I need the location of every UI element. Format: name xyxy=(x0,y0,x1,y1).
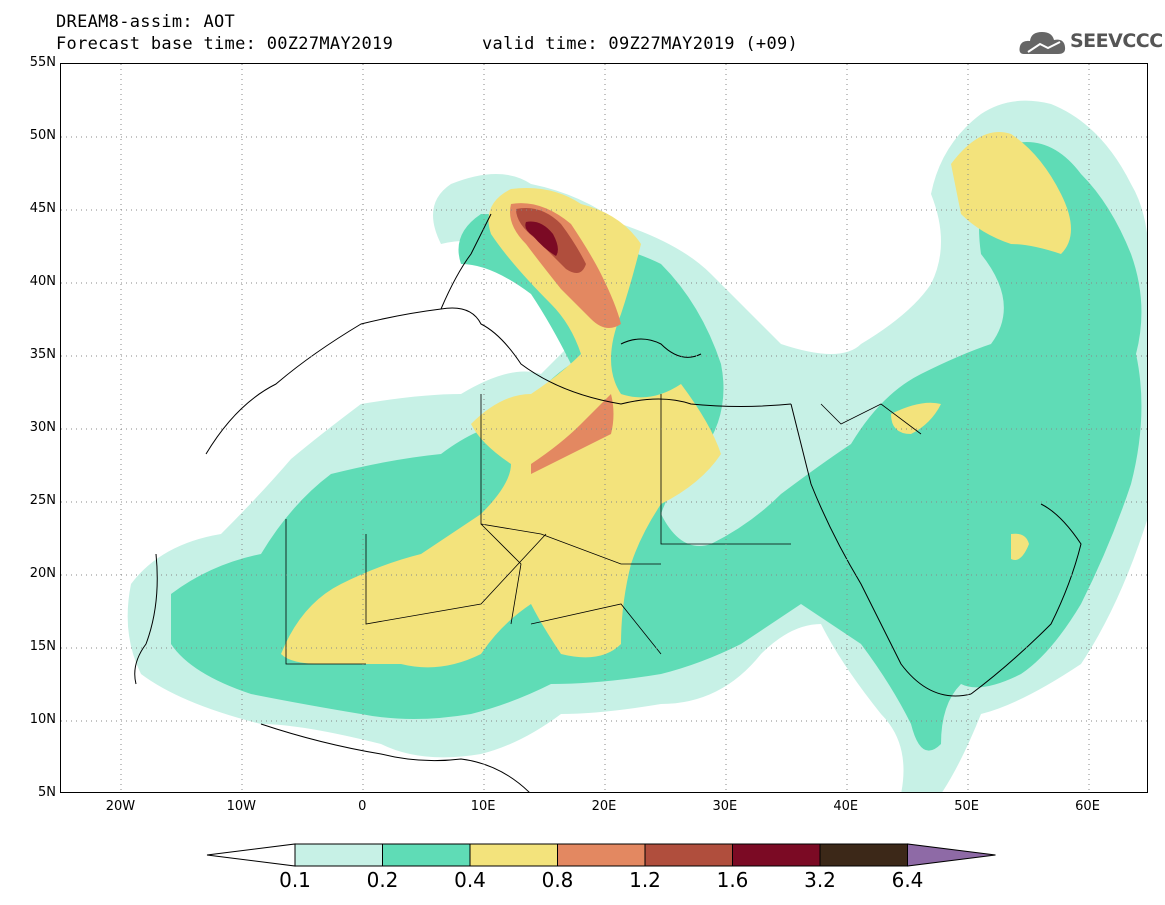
lat-label: 55N xyxy=(29,55,56,70)
colorbar-label: 1.6 xyxy=(716,868,749,892)
colorbar-segment xyxy=(819,843,908,867)
colorbar-label: 0.2 xyxy=(366,868,399,892)
lon-label: 50E xyxy=(954,799,980,814)
colorbar-label: 3.2 xyxy=(804,868,836,892)
graticule xyxy=(61,64,1147,792)
lon-label: 0 xyxy=(358,799,367,814)
lon-label: 10W xyxy=(226,799,257,814)
lat-label: 15N xyxy=(29,639,56,654)
lon-label: 30E xyxy=(712,799,738,814)
colorbar-segment xyxy=(644,843,733,867)
lat-label: 30N xyxy=(29,420,56,435)
lat-label: 5N xyxy=(38,785,56,800)
lon-label: 40E xyxy=(833,799,859,814)
coastlines xyxy=(134,213,1082,792)
lat-label: 40N xyxy=(29,274,56,289)
logo-text: SEEVCCC xyxy=(1070,30,1163,52)
lon-label: 10E xyxy=(470,799,496,814)
map-title: DREAM8-assim: AOT xyxy=(56,12,236,32)
lat-label: 35N xyxy=(29,347,56,362)
colorbar-label: 6.4 xyxy=(891,868,924,892)
colorbar-segment xyxy=(732,843,821,867)
seevccc-logo: SEEVCCC xyxy=(1018,22,1163,62)
lat-label: 45N xyxy=(29,201,56,216)
lat-label: 25N xyxy=(29,493,56,508)
aot-field xyxy=(61,64,1147,792)
lat-label: 10N xyxy=(29,712,56,727)
colorbar-segment xyxy=(382,843,471,867)
cloud-icon xyxy=(1019,32,1066,54)
lat-label: 20N xyxy=(29,566,56,581)
colorbar xyxy=(206,843,996,867)
lat-label: 50N xyxy=(29,128,56,143)
country-borders xyxy=(285,394,922,665)
colorbar-segment xyxy=(469,843,558,867)
lon-label: 20W xyxy=(105,799,136,814)
forecast-base-time: Forecast base time: 00Z27MAY2019 xyxy=(56,34,394,54)
colorbar-under-triangle xyxy=(206,843,296,867)
colorbar-label: 0.1 xyxy=(279,868,311,892)
lon-label: 60E xyxy=(1075,799,1100,814)
colorbar-label: 1.2 xyxy=(629,868,661,892)
colorbar-label: 0.4 xyxy=(454,868,486,892)
colorbar-segment xyxy=(294,843,383,867)
colorbar-over-triangle xyxy=(907,843,996,867)
valid-time: valid time: 09Z27MAY2019 (+09) xyxy=(482,34,799,54)
map-area xyxy=(60,63,1148,793)
lon-label: 20E xyxy=(591,799,617,814)
colorbar-segment xyxy=(557,843,646,867)
colorbar-label: 0.8 xyxy=(541,868,574,892)
aot-level-1.6 xyxy=(525,221,558,256)
